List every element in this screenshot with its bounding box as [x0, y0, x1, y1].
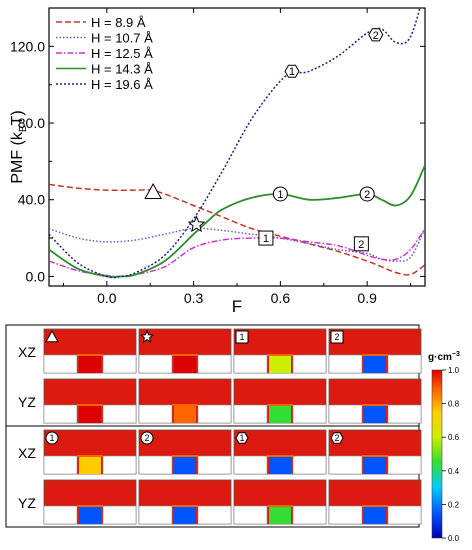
hexagon-marker: [330, 432, 344, 444]
colorbar-tick-label: 0.8: [448, 400, 460, 409]
row-label: XZ: [18, 445, 36, 461]
x-tick-label: 0.9: [357, 290, 377, 306]
circle-marker: [359, 186, 375, 202]
density-map-cell: [138, 328, 232, 374]
channel-plug: [364, 406, 386, 423]
channel-plug: [79, 457, 101, 474]
density-map-cell: [138, 378, 232, 424]
x-axis: 0.0 0.3 0.6 0.9: [62, 8, 412, 306]
annotations: 1 2 1 2 1 2: [144, 28, 384, 252]
row-label: XZ: [18, 344, 36, 360]
channel-plug: [269, 406, 291, 423]
x-axis-label: F: [232, 297, 242, 316]
channel-plug: [174, 406, 196, 423]
density-map-cell: [43, 328, 137, 374]
channel-plug: [79, 406, 101, 423]
y-tick-label: 80.0: [18, 115, 45, 131]
marker-label: 2: [144, 433, 149, 443]
density-map-cell: 2: [328, 328, 422, 374]
hexagon-marker: [235, 432, 249, 444]
colorbar: g·cm−3 0.0 0.2 0.4 0.6 0.8 1.0: [428, 351, 460, 543]
legend: H = 8.9 ÅH = 10.7 ÅH = 12.5 ÅH = 14.3 ÅH…: [56, 15, 153, 92]
colorbar-tick-label: 0.6: [448, 433, 460, 442]
channel-plug: [269, 356, 291, 373]
legend-label: H = 19.6 Å: [91, 77, 153, 92]
marker-label: 1: [277, 189, 283, 201]
row-label: YZ: [18, 495, 36, 511]
density-map-cell: 1: [233, 429, 327, 475]
square-marker: [258, 230, 274, 246]
marker-label: 2: [334, 433, 339, 443]
square-marker: [330, 330, 344, 344]
y-axis-label: PMF (kBT): [9, 110, 29, 183]
colorbar-tick-label: 0.4: [448, 467, 460, 476]
colorbar-tick-label: 0.0: [448, 534, 460, 543]
marker-label: 1: [49, 433, 54, 443]
density-group-frame: [5, 425, 420, 528]
density-map-cell: [328, 378, 422, 424]
channel-plug: [269, 457, 291, 474]
density-map-cell: 2: [138, 429, 232, 475]
series-line-5: [49, 8, 421, 279]
legend-label: H = 10.7 Å: [91, 31, 153, 46]
marker-label: 2: [373, 30, 379, 42]
star-marker: [140, 329, 154, 343]
density-map-cell: [233, 378, 327, 424]
density-map-cell: [233, 479, 327, 525]
channel-plug: [364, 457, 386, 474]
circle-marker: [140, 431, 154, 445]
hexagon-marker: [368, 28, 384, 42]
marker-label: 2: [364, 189, 370, 201]
channel-plug: [79, 356, 101, 373]
density-map-cell: [328, 479, 422, 525]
marker-label: 1: [263, 233, 269, 245]
density-map-cell: [138, 479, 232, 525]
channel-plug: [364, 356, 386, 373]
hexagon-marker: [284, 64, 300, 78]
pmf-line-chart: 0.0 40.0 80.0 120.0 0.0 0.3 0.6 0.9 1 2 1 2 1 2 H =…: [9, 7, 426, 316]
square-marker: [235, 330, 249, 344]
x-tick-label: 0.0: [97, 290, 117, 306]
channel-plug: [174, 507, 196, 524]
legend-label: H = 8.9 Å: [91, 15, 146, 30]
square-marker: [353, 236, 369, 252]
triangle-marker: [45, 329, 59, 343]
marker-label: 1: [239, 332, 244, 342]
density-map-cell: 2: [328, 429, 422, 475]
y-tick-label: 120.0: [10, 38, 45, 54]
legend-label: H = 12.5 Å: [91, 46, 153, 61]
colorbar-tick-label: 1.0: [448, 366, 460, 375]
channel-plug: [364, 507, 386, 524]
y-tick-label: 40.0: [18, 192, 45, 208]
series-line-1: [49, 183, 425, 276]
density-map-cell: 1: [233, 328, 327, 374]
marker-label: 1: [239, 433, 244, 443]
circle-marker: [272, 186, 288, 202]
y-tick-label: 0.0: [26, 268, 46, 284]
channel-plug: [174, 356, 196, 373]
marker-label: 2: [358, 239, 364, 251]
legend-label: H = 14.3 Å: [91, 62, 153, 77]
marker-label: 1: [289, 66, 295, 78]
colorbar-tick-label: 0.2: [448, 500, 460, 509]
density-map-cell: [43, 378, 137, 424]
density-map-grid: XZ 1 2 YZ XZ 1 2 1 2 YZ: [5, 324, 422, 528]
channel-plug: [174, 457, 196, 474]
colorbar-gradient: [431, 369, 443, 539]
x-tick-label: 0.3: [184, 290, 204, 306]
channel-plug: [269, 507, 291, 524]
density-map-cell: 1: [43, 429, 137, 475]
series-line-4: [49, 164, 425, 278]
x-tick-label: 0.6: [271, 290, 291, 306]
channel-plug: [79, 507, 101, 524]
colorbar-unit: g·cm−3: [428, 351, 460, 363]
marker-label: 2: [334, 332, 339, 342]
row-label: YZ: [18, 394, 36, 410]
star-marker: [187, 215, 206, 233]
circle-marker: [45, 431, 59, 445]
triangle-marker: [144, 183, 162, 199]
density-map-cell: [43, 479, 137, 525]
y-axis: 0.0 40.0 80.0 120.0: [10, 38, 425, 284]
